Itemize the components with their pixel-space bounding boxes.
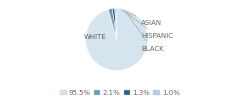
- Text: HISPANIC: HISPANIC: [124, 11, 173, 39]
- Wedge shape: [115, 8, 117, 39]
- Wedge shape: [112, 8, 117, 39]
- Text: WHITE: WHITE: [84, 34, 107, 40]
- Text: BLACK: BLACK: [126, 12, 164, 52]
- Legend: 95.5%, 2.1%, 1.3%, 1.0%: 95.5%, 2.1%, 1.3%, 1.0%: [60, 89, 180, 96]
- Text: ASIAN: ASIAN: [121, 10, 162, 26]
- Wedge shape: [108, 8, 117, 39]
- Wedge shape: [86, 8, 148, 70]
